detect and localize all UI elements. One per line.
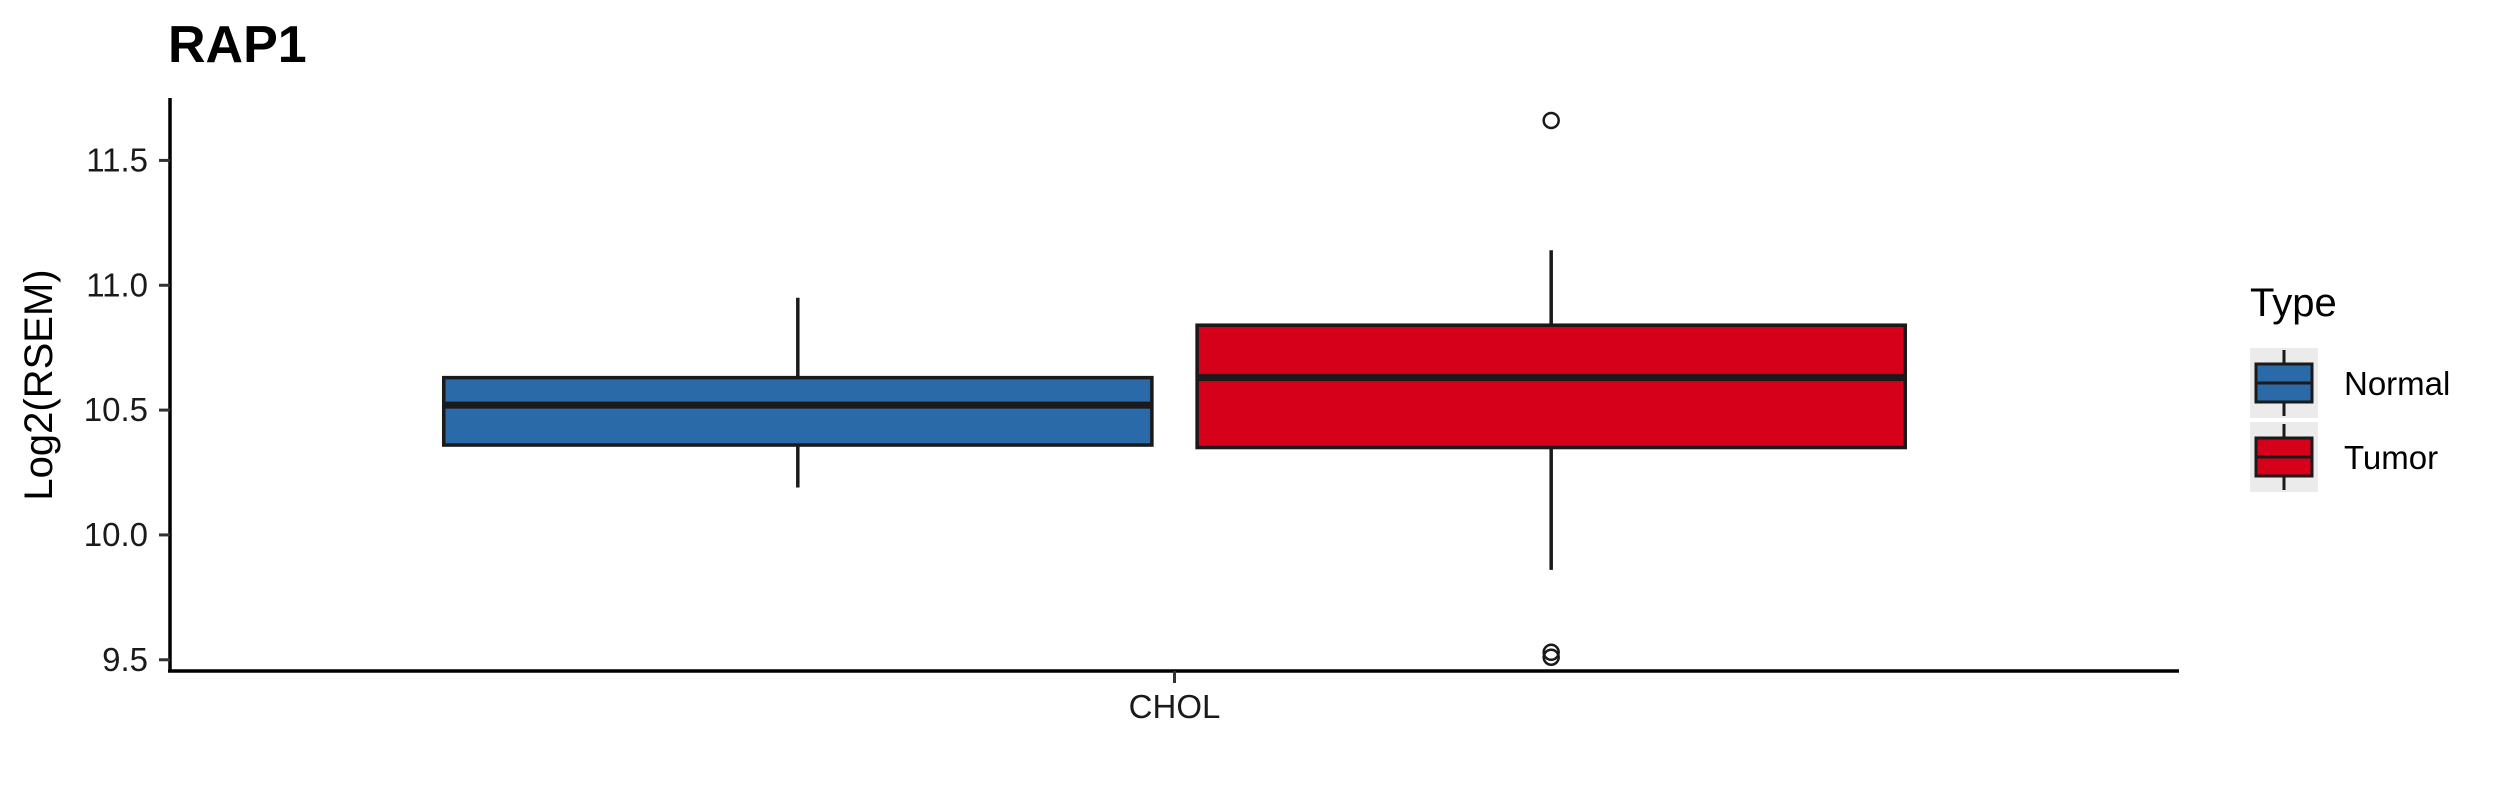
outlier-point: [1542, 648, 1560, 667]
legend-title: Type: [2250, 281, 2337, 325]
legend: Type Normal Tumor: [2250, 281, 2450, 492]
box-normal: [441, 297, 1154, 488]
box-body: [1195, 323, 1908, 450]
box-tumor: [1195, 111, 1908, 667]
legend-label: Normal: [2344, 365, 2450, 402]
x-axis-ticks: CHOL: [1129, 671, 1221, 725]
chart-title: RAP1: [168, 16, 307, 74]
y-tick-label: 9.5: [102, 641, 148, 678]
outlier-point: [1542, 643, 1560, 662]
y-tick-label: 11.0: [86, 266, 148, 303]
legend-item-tumor: Tumor: [2250, 422, 2438, 492]
outlier-point: [1542, 111, 1560, 130]
legend-label: Tumor: [2344, 439, 2438, 476]
y-tick-label: 10.5: [84, 391, 148, 428]
box-body: [441, 375, 1154, 447]
y-tick-label: 10.0: [84, 516, 148, 553]
legend-item-normal: Normal: [2250, 348, 2450, 418]
y-axis-ticks: 9.5 10.0 10.5 11.0 11.5: [84, 141, 170, 678]
x-tick-label: CHOL: [1129, 688, 1221, 725]
plot-area: [441, 111, 1908, 667]
y-tick-label: 11.5: [86, 141, 148, 178]
y-axis-title: Log2(RSEM): [17, 269, 61, 500]
